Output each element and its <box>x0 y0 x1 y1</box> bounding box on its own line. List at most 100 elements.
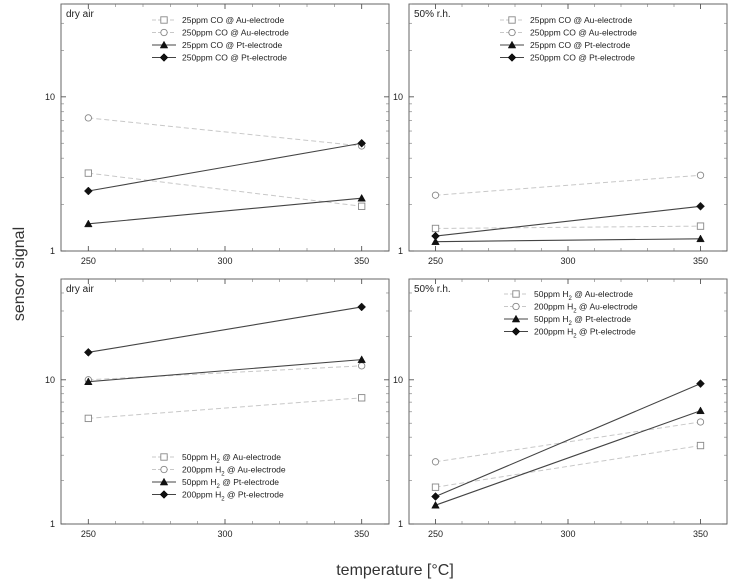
panel-label: 50% r.h. <box>414 284 451 295</box>
legend-swatch-marker <box>159 53 169 62</box>
chart-panel-2: 250 300 350 1 10 50% r.h. 25ppm CO @ Au-electr… <box>393 3 728 266</box>
chart-panel-1: 250 300 350 1 10 dry air 25ppm CO @ Au-electro… <box>45 3 390 266</box>
data-point-1-2 <box>358 202 366 210</box>
legend-swatch-marker <box>507 40 517 49</box>
legend-entry: 250ppm CO @ Au-electrode <box>182 28 289 38</box>
data-point-1-2 <box>696 222 705 230</box>
legend-entry: 50ppm H2 @ Pt-electrode <box>182 477 279 490</box>
data-point-4-1 <box>83 186 93 196</box>
data-point-3-1 <box>84 219 93 228</box>
series-line-4 <box>435 205 701 237</box>
x-tick-label: 300 <box>217 529 232 539</box>
data-point-1-1 <box>84 169 92 177</box>
data-point-2-2 <box>696 171 705 179</box>
panel-label: dry air <box>66 284 94 295</box>
y-tick-label: 1 <box>50 519 55 529</box>
y-tick-label: 1 <box>398 519 403 529</box>
series-line-2 <box>435 421 701 463</box>
legend-entry: 25ppm CO @ Pt-electrode <box>530 40 631 50</box>
data-point-1-2 <box>358 394 366 402</box>
data-point-3-1 <box>84 377 93 385</box>
legend-entry: 25ppm CO @ Au-electrode <box>530 15 632 25</box>
x-tick-label: 300 <box>217 256 232 266</box>
y-tick-label: 1 <box>50 246 55 256</box>
data-point-4-1 <box>431 231 440 241</box>
series-line-1 <box>435 225 701 229</box>
legend-swatch-marker <box>512 290 520 298</box>
legend-entry: 200ppm H2 @ Au-electrode <box>182 465 286 478</box>
series-line-3 <box>435 410 701 506</box>
legend-entry: 200ppm H2 @ Pt-electrode <box>182 490 284 503</box>
data-point-4-2 <box>696 379 705 389</box>
series-line-2 <box>88 117 362 147</box>
y-tick-label: 10 <box>45 375 55 385</box>
data-point-2-1 <box>84 114 92 122</box>
y-tick-label: 10 <box>45 92 55 102</box>
legend-entry: 200ppm H2 @ Au-electrode <box>534 302 638 315</box>
y-tick-label: 1 <box>398 246 403 256</box>
legend-swatch-marker <box>160 453 168 461</box>
series-line-1 <box>88 172 362 207</box>
legend-swatch-marker <box>512 302 520 311</box>
legend-swatch-marker <box>159 477 169 486</box>
series-line-1 <box>88 397 362 419</box>
legend-swatch-marker <box>511 314 521 323</box>
data-point-4-2 <box>357 302 367 312</box>
legend-swatch-marker <box>508 28 516 37</box>
series-line-4 <box>435 383 701 498</box>
legend-swatch-marker <box>160 465 168 474</box>
x-tick-label: 300 <box>560 256 575 266</box>
y-tick-label: 10 <box>393 92 403 102</box>
data-point-4-2 <box>696 201 705 211</box>
data-point-4-1 <box>431 492 440 501</box>
series-line-2 <box>435 174 701 196</box>
chart-panel-3: 250 300 350 1 10 dry air 50ppm H2 @ Au-electro… <box>45 278 390 539</box>
x-tick-label: 350 <box>354 529 369 539</box>
panel-label: dry air <box>66 9 94 20</box>
legend-swatch-marker <box>160 16 168 24</box>
series-line-3 <box>435 238 701 243</box>
series-line-4 <box>88 142 362 192</box>
data-point-1-2 <box>696 441 705 450</box>
series-line-1 <box>435 445 701 488</box>
legend-swatch-marker <box>159 490 169 499</box>
data-point-4-1 <box>83 347 93 357</box>
data-point-1-1 <box>431 224 440 233</box>
legend-swatch-marker <box>160 28 168 37</box>
x-tick-label: 350 <box>693 529 708 539</box>
legend-swatch-marker <box>507 53 517 62</box>
legend-entry: 200ppm H2 @ Pt-electrode <box>534 327 636 340</box>
legend: 25ppm CO @ Au-electrode 250ppm CO @ Au-el… <box>152 15 289 63</box>
plot-frame <box>60 278 390 525</box>
x-tick-label: 300 <box>560 529 575 539</box>
legend-entry: 50ppm H2 @ Pt-electrode <box>534 314 631 327</box>
legend-entry: 50ppm H2 @ Au-electrode <box>182 452 281 465</box>
data-point-4-2 <box>357 138 367 148</box>
legend-swatch-marker <box>159 40 169 49</box>
legend-entry: 25ppm CO @ Au-electrode <box>182 15 284 25</box>
data-point-1-1 <box>84 414 92 423</box>
x-tick-label: 250 <box>81 256 96 266</box>
x-axis-title: temperature [°C] <box>336 562 454 579</box>
y-tick-label: 10 <box>393 375 403 385</box>
data-point-2-1 <box>431 191 440 199</box>
series-line-4 <box>88 306 362 353</box>
legend-swatch-marker <box>508 16 516 24</box>
legend-entry: 250ppm CO @ Pt-electrode <box>530 53 635 63</box>
panel-label: 50% r.h. <box>414 9 451 20</box>
data-point-1-1 <box>431 483 440 491</box>
data-point-2-2 <box>358 362 366 370</box>
legend-swatch-marker <box>511 327 521 336</box>
data-point-2-2 <box>696 418 705 426</box>
chart-panel-4: 250 300 350 1 10 50% r.h. 50ppm H2 @ Au-electr… <box>393 278 728 539</box>
legend-entry: 250ppm CO @ Pt-electrode <box>182 53 287 63</box>
data-point-3-2 <box>357 355 366 363</box>
data-point-3-2 <box>696 234 705 243</box>
x-tick-label: 350 <box>354 256 369 266</box>
data-point-3-2 <box>357 193 366 202</box>
legend-entry: 250ppm CO @ Au-electrode <box>530 28 637 38</box>
